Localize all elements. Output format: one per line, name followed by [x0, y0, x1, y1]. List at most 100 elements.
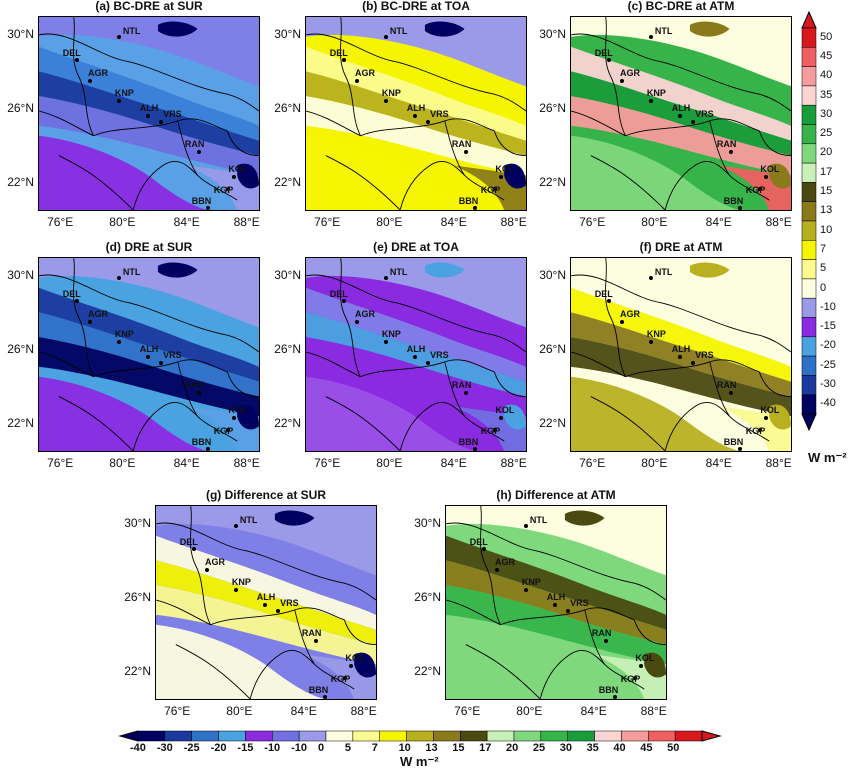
city-label: NTL — [239, 514, 258, 525]
longitude-label: 88°E — [350, 704, 377, 718]
city-marker — [691, 361, 696, 366]
city-marker — [632, 675, 637, 680]
city-label: KGP — [745, 184, 766, 195]
city-label: AGR — [355, 68, 376, 79]
latitude-label: 30°N — [7, 267, 34, 282]
city-marker — [606, 57, 611, 62]
colorbar-tick-label: 35 — [820, 88, 833, 101]
city-label: NTL — [529, 514, 548, 525]
latitude-label: 26°N — [7, 100, 34, 115]
colorbar-tick-label: 13 — [425, 742, 438, 754]
city-marker — [481, 546, 486, 551]
panel-title: (c) BC-DRE at ATM — [627, 0, 735, 13]
city-label: ALH — [256, 592, 276, 603]
city-marker — [341, 298, 346, 303]
colorbar-swatch — [191, 730, 219, 742]
city-marker — [196, 390, 201, 395]
colorbar-tick-label: 10 — [820, 223, 833, 236]
latitude-label: 22°N — [274, 174, 301, 189]
city-label: KNP — [231, 576, 251, 587]
colorbar-tick-label: 0 — [820, 281, 827, 294]
longitude-label: 88°E — [765, 456, 792, 470]
longitude-label: 88°E — [640, 704, 667, 718]
latitude-label: 26°N — [7, 341, 34, 356]
city-marker — [205, 568, 210, 573]
colorbar-tick-label: 30 — [820, 107, 833, 120]
city-marker — [322, 695, 327, 699]
city-label: DEL — [329, 288, 348, 299]
latitude-label: 30°N — [539, 26, 566, 41]
city-marker — [262, 603, 267, 608]
city-label: RAN — [184, 379, 205, 390]
colorbar-tick-label: 13 — [820, 204, 833, 217]
city-label: AGR — [620, 309, 641, 320]
city-marker — [116, 275, 121, 280]
colorbar-tick-label: -15 — [820, 320, 836, 333]
city-marker — [492, 186, 497, 191]
city-marker — [606, 298, 611, 303]
city-label: KNP — [381, 328, 401, 339]
city-label: ALH — [671, 103, 691, 114]
city-marker — [232, 174, 237, 179]
colorbar-swatch — [540, 730, 568, 742]
city-marker — [383, 339, 388, 344]
longitude-label: 76°E — [164, 704, 191, 718]
latitude-label: 26°N — [414, 589, 441, 604]
colorbar-swatch — [325, 730, 354, 742]
colorbar-swatch — [298, 730, 327, 742]
city-marker — [677, 355, 682, 360]
colorbar-tick-label: 25 — [532, 742, 546, 754]
map-field: NTL DEL AGR KNP ALH VRS RAN KOL KGP BBN — [155, 505, 377, 700]
panel-title: (a) BC-DRE at SUR — [95, 0, 203, 13]
map-field: NTL DEL AGR KNP ALH VRS RAN KOL KGP BBN — [38, 257, 260, 452]
city-label: NTL — [122, 266, 141, 277]
field-shading — [571, 17, 791, 210]
city-marker — [145, 355, 150, 360]
city-marker — [88, 320, 93, 325]
colorbar-swatch — [513, 730, 542, 742]
city-label: DEL — [179, 536, 198, 547]
latitude-label: 30°N — [124, 515, 151, 530]
colorbar-tick-label: 20 — [820, 146, 833, 159]
city-marker — [116, 98, 121, 103]
latitude-label: 30°N — [274, 26, 301, 41]
colorbar-tick-label: 17 — [820, 165, 833, 178]
colorbar-tick-label: -15 — [237, 742, 254, 754]
longitude-label: 80°E — [641, 215, 668, 229]
city-label: ALH — [406, 344, 426, 355]
map-panel-h: (h) Difference at ATM NTL DEL AGR KNP ALH VRS R… — [414, 488, 667, 718]
latitude-label: 30°N — [274, 267, 301, 282]
city-label: NTL — [389, 25, 408, 36]
longitude-label: 84°E — [173, 456, 200, 470]
city-marker — [426, 361, 431, 366]
city-label: KOL — [495, 163, 515, 174]
colorbar-tick-label: -10 — [820, 300, 836, 313]
longitude-label: 76°E — [47, 456, 74, 470]
city-label: BBN — [598, 685, 619, 696]
city-marker — [737, 447, 742, 451]
field-shading — [306, 17, 526, 210]
panel-title: (f) DRE at ATM — [639, 240, 723, 254]
city-marker — [603, 638, 608, 643]
latitude-label: 22°N — [539, 415, 566, 430]
city-label: KOL — [635, 652, 655, 663]
colorbar-tick-label: -30 — [156, 742, 173, 754]
map-field: NTL DEL AGR KNP ALH VRS RAN KOL KGP BBN — [445, 505, 667, 700]
city-marker — [355, 79, 360, 84]
longitude-label: 84°E — [705, 456, 732, 470]
city-label: AGR — [205, 557, 226, 568]
longitude-label: 80°E — [376, 456, 403, 470]
panel-title: (e) DRE at TOA — [373, 240, 459, 254]
city-label: AGR — [495, 557, 516, 568]
city-marker — [757, 186, 762, 191]
city-label: ALH — [546, 592, 566, 603]
city-marker — [492, 427, 497, 432]
city-label: DEL — [469, 536, 488, 547]
city-label: VRS — [570, 598, 589, 609]
city-label: KGP — [213, 184, 234, 195]
city-label: ALH — [139, 103, 159, 114]
colorbar-swatch — [648, 730, 676, 742]
colorbar-swatch — [379, 730, 407, 742]
city-marker — [116, 34, 121, 39]
city-marker — [472, 206, 477, 210]
